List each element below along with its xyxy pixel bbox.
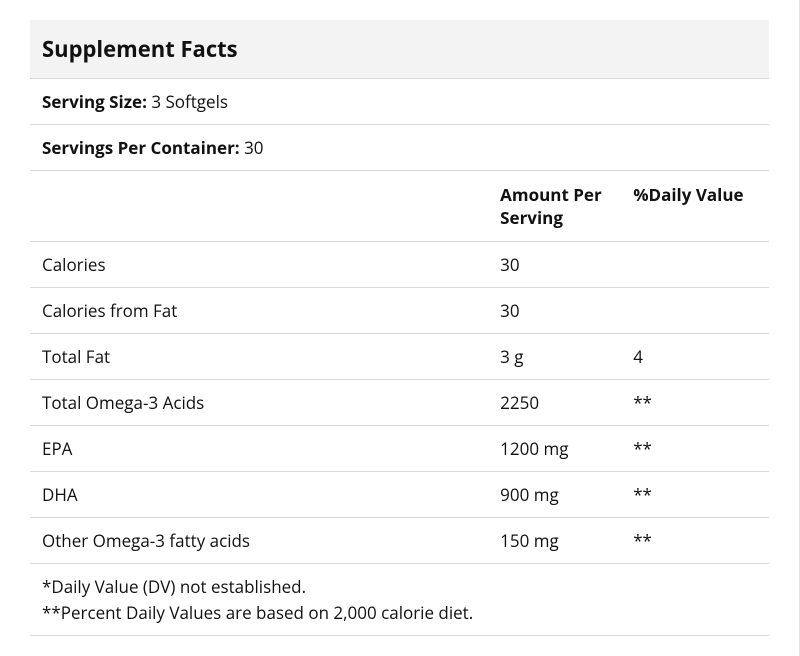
nutrient-dv: ** (621, 426, 769, 472)
nutrient-row: Calories30 (30, 242, 769, 288)
nutrient-row: Calories from Fat30 (30, 288, 769, 334)
footnote-line: *Daily Value (DV) not established. (42, 574, 757, 600)
footnotes-row: *Daily Value (DV) not established.**Perc… (30, 564, 769, 636)
nutrient-name: Calories (30, 242, 488, 288)
nutrient-dv: ** (621, 472, 769, 518)
serving-size-label: Serving Size: (42, 90, 147, 113)
serving-size-row: Serving Size: 3 Softgels (30, 79, 769, 125)
serving-size-cell: Serving Size: 3 Softgels (30, 79, 769, 125)
panel-title: Supplement Facts (30, 20, 769, 79)
nutrient-dv (621, 242, 769, 288)
nutrient-amount: 2250 (488, 380, 621, 426)
nutrient-dv: ** (621, 380, 769, 426)
facts-body: Supplement Facts Serving Size: 3 Softgel… (30, 20, 769, 636)
nutrient-amount: 150 mg (488, 518, 621, 564)
col-header-dv: %Daily Value (621, 171, 769, 242)
servings-per-container-cell: Servings Per Container: 30 (30, 125, 769, 171)
nutrient-dv (621, 288, 769, 334)
footnotes-cell: *Daily Value (DV) not established.**Perc… (30, 564, 769, 636)
nutrient-row: Total Omega-3 Acids2250** (30, 380, 769, 426)
nutrient-row: Total Fat3 g4 (30, 334, 769, 380)
nutrient-dv: ** (621, 518, 769, 564)
nutrient-row: Other Omega-3 fatty acids150 mg** (30, 518, 769, 564)
nutrient-amount: 30 (488, 242, 621, 288)
serving-size-value: 3 Softgels (151, 90, 228, 113)
nutrient-name: Total Fat (30, 334, 488, 380)
footnote-line: **Percent Daily Values are based on 2,00… (42, 600, 757, 626)
title-row: Supplement Facts (30, 20, 769, 79)
col-header-amount: Amount Per Serving (488, 171, 621, 242)
servings-per-container-value: 30 (244, 136, 263, 159)
supplement-facts-table: Supplement Facts Serving Size: 3 Softgel… (30, 20, 769, 636)
column-header-row: Amount Per Serving %Daily Value (30, 171, 769, 242)
nutrient-row: DHA900 mg** (30, 472, 769, 518)
nutrient-name: Calories from Fat (30, 288, 488, 334)
nutrient-amount: 1200 mg (488, 426, 621, 472)
nutrient-name: EPA (30, 426, 488, 472)
nutrient-name: DHA (30, 472, 488, 518)
col-header-name (30, 171, 488, 242)
nutrient-row: EPA1200 mg** (30, 426, 769, 472)
nutrient-dv: 4 (621, 334, 769, 380)
servings-per-container-label: Servings Per Container: (42, 136, 240, 159)
nutrient-amount: 900 mg (488, 472, 621, 518)
nutrient-name: Total Omega-3 Acids (30, 380, 488, 426)
supplement-facts-panel: Supplement Facts Serving Size: 3 Softgel… (0, 0, 800, 656)
nutrient-amount: 3 g (488, 334, 621, 380)
servings-per-container-row: Servings Per Container: 30 (30, 125, 769, 171)
nutrient-amount: 30 (488, 288, 621, 334)
nutrient-name: Other Omega-3 fatty acids (30, 518, 488, 564)
